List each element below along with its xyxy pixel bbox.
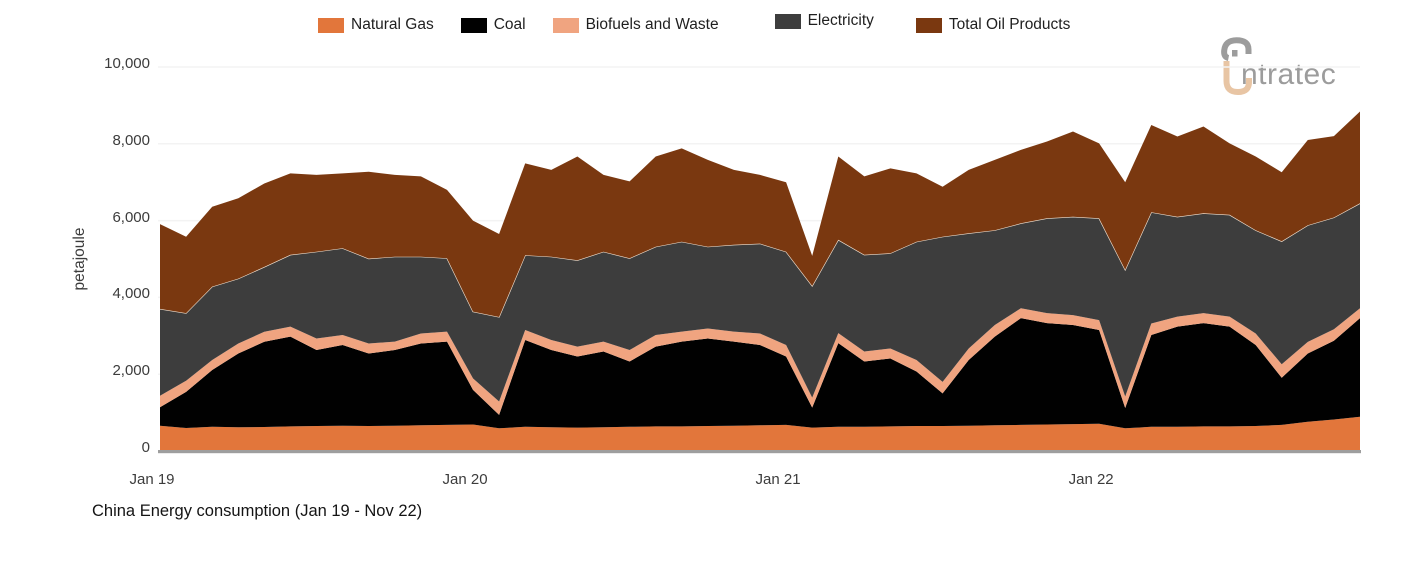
chart-legend: Natural Gas Coal Biofuels and Waste Electri… [318,12,1071,34]
area-coal [160,318,1360,429]
y-tick-label: 4,000 [112,285,150,303]
logo-arc-bottom [1223,61,1252,96]
legend-label: Natural Gas [351,16,434,33]
x-tick-label: Jan 20 [442,471,488,488]
logo-i-dot [1232,50,1238,57]
legend-item-biofuels-and-waste: Biofuels and Waste [552,16,719,34]
legend-item-electricity: Electricity [774,12,874,30]
x-tick-label: Jan 22 [1068,471,1114,488]
y-tick-label: 10,000 [104,55,150,72]
x-tick-label: Jan 21 [755,471,801,488]
area-natural-gas [160,416,1360,451]
legend-swatch [552,17,579,33]
y-tick-label: 6,000 [112,208,150,226]
logo-arc-top [1221,37,1252,61]
x-axis-line [158,450,1361,454]
legend-item-total-oil-products: Total Oil Products [915,16,1071,34]
chart-caption: China Energy consumption (Jan 19 - Nov 2… [92,502,423,520]
logo-text: ntratec [1241,58,1336,91]
legend-label: Electricity [807,12,874,29]
legend-label: Total Oil Products [948,16,1071,33]
area-total-oil-products [160,111,1360,317]
y-tick-label: 8,000 [112,131,150,149]
legend-swatch [318,17,344,33]
legend-item-natural-gas: Natural Gas [318,16,434,34]
intratec-logo: ntratec [1221,37,1336,96]
x-tick-label: Jan 19 [129,471,175,488]
legend-item-coal: Coal [460,16,526,34]
legend-swatch [774,13,801,29]
legend-label: Coal [493,16,526,33]
legend-swatch [915,17,942,33]
legend-label: Biofuels and Waste [585,16,719,33]
legend-swatch [460,17,487,33]
y-tick-label: 2,000 [112,362,150,380]
y-tick-label: 0 [141,439,150,456]
area-electricity [160,203,1360,402]
